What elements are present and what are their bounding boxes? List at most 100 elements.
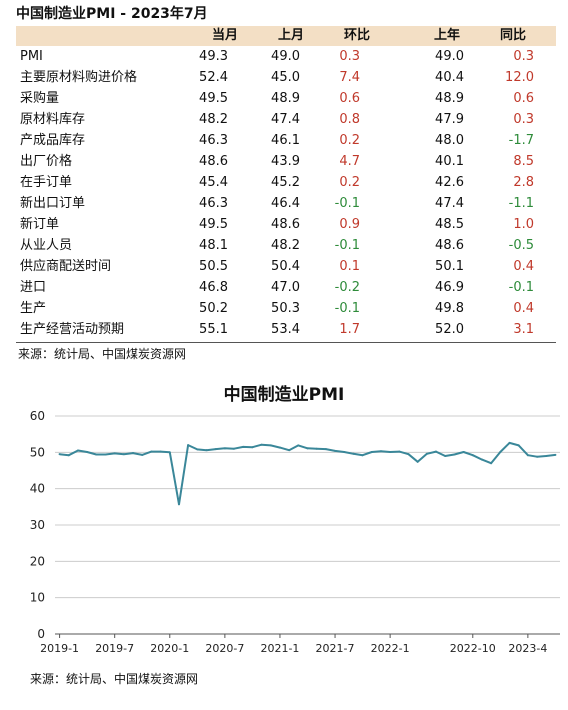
data-point [379, 450, 382, 453]
cell-mom: 0.3 [339, 49, 360, 64]
table-row: 产成品库存 46.3 46.1 0.2 48.0 -1.7 [16, 130, 556, 151]
table-row: 在手订单 45.4 45.2 0.2 42.6 2.8 [16, 172, 556, 193]
cell-current: 52.4 [199, 70, 228, 85]
data-point [352, 452, 355, 455]
cell-mom: 0.9 [339, 217, 360, 232]
cell-previous: 47.4 [271, 112, 300, 127]
cell-yoy: 0.3 [513, 49, 534, 64]
cell-yoy: 0.6 [513, 91, 534, 106]
data-point [67, 454, 70, 457]
x-tick-label: 2020-1 [150, 642, 189, 655]
cell-mom: 0.6 [339, 91, 360, 106]
cell-previous: 50.4 [271, 259, 300, 274]
cell-yoy: 3.1 [513, 322, 534, 337]
data-point [251, 446, 254, 449]
cell-yoy: 1.0 [513, 217, 534, 232]
data-point [480, 458, 483, 461]
cell-current: 48.1 [199, 238, 228, 253]
cell-yoy: 0.4 [513, 301, 534, 316]
x-tick-label: 2022-1 [371, 642, 410, 655]
header-previous: 上月 [277, 28, 304, 43]
y-tick-label: 60 [30, 409, 45, 423]
table-row: 出厂价格 48.6 43.9 4.7 40.1 8.5 [16, 151, 556, 172]
data-point [435, 450, 438, 453]
data-point [269, 444, 272, 447]
table-row: 进口 46.8 47.0 -0.2 46.9 -0.1 [16, 277, 556, 298]
y-tick-label: 50 [30, 445, 45, 459]
cell-previous: 53.4 [271, 322, 300, 337]
data-point [122, 453, 125, 456]
data-point [324, 448, 327, 451]
table-row: 供应商配送时间 50.5 50.4 0.1 50.1 0.4 [16, 256, 556, 277]
table-header-row: 当月 上月 环比 上年 同比 [16, 26, 556, 46]
pmi-line-chart: 0 10 20 30 40 50 60 2019-1 2019-7 2020-1 2020-7 202… [30, 409, 560, 655]
table-row: 生产 50.2 50.3 -0.1 49.8 0.4 [16, 298, 556, 319]
cell-yoy: 2.8 [513, 175, 534, 190]
data-point [499, 450, 502, 453]
data-point [278, 446, 281, 449]
x-tick-label: 2019-7 [95, 642, 134, 655]
data-point [526, 454, 529, 457]
row-name: 进口 [20, 280, 47, 295]
table-row: 采购量 49.5 48.9 0.6 48.9 0.6 [16, 88, 556, 109]
cell-last-year: 42.6 [435, 175, 464, 190]
row-name: 采购量 [20, 91, 60, 106]
cell-current: 50.5 [199, 259, 228, 274]
cell-last-year: 50.1 [435, 259, 464, 274]
cell-last-year: 48.9 [435, 91, 464, 106]
cell-mom: -0.2 [334, 280, 360, 295]
cell-mom: 0.8 [339, 112, 360, 127]
x-tick-label: 2020-7 [205, 642, 244, 655]
data-point [233, 447, 236, 450]
data-point [416, 460, 419, 463]
data-point [389, 450, 392, 453]
cell-current: 50.2 [199, 301, 228, 316]
data-point [214, 448, 217, 451]
cell-last-year: 40.1 [435, 154, 464, 169]
cell-mom: 0.2 [339, 133, 360, 148]
data-point [187, 444, 190, 447]
row-name: 主要原材料购进价格 [20, 70, 138, 85]
cell-yoy: 0.3 [513, 112, 534, 127]
cell-previous: 46.1 [271, 133, 300, 148]
cell-previous: 48.2 [271, 238, 300, 253]
cell-last-year: 48.6 [435, 238, 464, 253]
cell-last-year: 46.9 [435, 280, 464, 295]
cell-yoy: -1.1 [508, 196, 534, 211]
data-point [536, 455, 539, 458]
row-name: 供应商配送时间 [20, 259, 112, 274]
cell-last-year: 49.0 [435, 49, 464, 64]
data-point [159, 450, 162, 453]
data-point [471, 454, 474, 457]
data-point [150, 450, 153, 453]
cell-mom: 0.1 [339, 259, 360, 274]
cell-current: 48.2 [199, 112, 228, 127]
data-point [196, 448, 199, 451]
table-row: PMI 49.3 49.0 0.3 49.0 0.3 [16, 46, 556, 67]
data-point [361, 454, 364, 457]
cell-previous: 48.9 [271, 91, 300, 106]
x-tick-label: 2022-10 [450, 642, 496, 655]
cell-current: 49.5 [199, 217, 228, 232]
cell-yoy: 8.5 [513, 154, 534, 169]
table-bottom-border [16, 342, 556, 343]
row-name: 生产经营活动预期 [20, 322, 125, 337]
cell-mom: -0.1 [334, 301, 360, 316]
data-point [104, 453, 107, 456]
y-tick-label: 30 [30, 518, 45, 532]
cell-previous: 45.2 [271, 175, 300, 190]
table-row: 从业人员 48.1 48.2 -0.1 48.6 -0.5 [16, 235, 556, 256]
data-point [168, 451, 171, 454]
cell-previous: 47.0 [271, 280, 300, 295]
row-name: 产成品库存 [20, 133, 86, 148]
row-name: 原材料库存 [20, 112, 86, 127]
cell-previous: 43.9 [271, 154, 300, 169]
cell-current: 45.4 [199, 175, 228, 190]
data-point [462, 450, 465, 453]
data-point [453, 453, 456, 456]
cell-previous: 48.6 [271, 217, 300, 232]
cell-last-year: 47.4 [435, 196, 464, 211]
x-tick-label: 2021-7 [316, 642, 355, 655]
data-point [76, 449, 79, 452]
cell-previous: 49.0 [271, 49, 300, 64]
